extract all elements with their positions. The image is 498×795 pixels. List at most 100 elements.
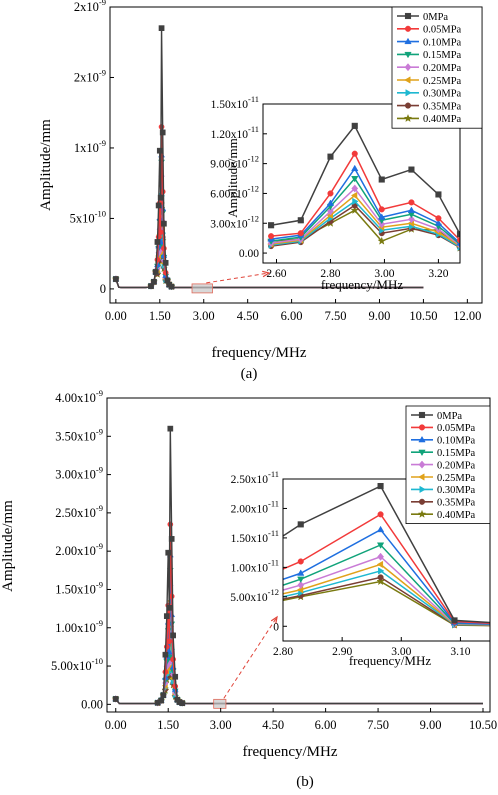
chart-b-legend-label: 0.25MPa xyxy=(437,473,476,484)
chart-a-legend-marker xyxy=(404,12,412,20)
chart-b-inset-point xyxy=(376,542,385,549)
chart-a-inset-point xyxy=(378,213,386,220)
chart-b-legend-marker xyxy=(418,449,426,457)
chart-a-ylabel: Amplitude/mm xyxy=(38,119,54,211)
chart-b-xlabel: frequency/MHz xyxy=(243,744,338,760)
chart-a-legend-label: 0MPa xyxy=(423,12,448,23)
chart-b-ytick-label: 0.00 xyxy=(81,697,103,711)
chart-a-inset-point xyxy=(326,199,335,206)
chart-b-inset-point xyxy=(489,622,490,625)
chart-b-point xyxy=(158,697,165,704)
chart-b-xtick-label: 9.00 xyxy=(420,718,442,732)
chart-a-zoom-box xyxy=(191,283,213,294)
chart-a-legend-label: 0.10MPa xyxy=(423,37,462,48)
chart-a-point xyxy=(155,234,162,240)
chart-b-ytick-label: 2.00x10-9 xyxy=(55,541,103,558)
chart-a-legend-label: 0.20MPa xyxy=(423,63,462,74)
chart-a-inset-xtick-label: 2.80 xyxy=(320,268,340,280)
chart-a-inset-point xyxy=(297,230,304,237)
chart-a-xtick-label: 12.00 xyxy=(453,309,481,323)
chart-a-ytick-label: 0 xyxy=(100,282,106,296)
chart-a-inset-point xyxy=(351,184,359,193)
chart-a-inset-xtick-label: 3.00 xyxy=(374,268,394,280)
chart-a-ytick-label: 2x10-9 xyxy=(74,0,106,14)
chart-a-inset-series-line xyxy=(271,152,460,241)
chart-a-inset-point xyxy=(268,222,275,229)
chart-a-inset-point xyxy=(327,207,334,216)
chart-b-xtick-label: 7.50 xyxy=(367,718,389,732)
chart-b-point xyxy=(162,651,169,658)
chart-b-point xyxy=(166,638,173,645)
chart-a-legend-label: 0.35MPa xyxy=(423,101,462,112)
chart-b-inset-point xyxy=(489,625,490,627)
chart-a-xtick-label: 6.00 xyxy=(281,309,303,323)
chart-a-xlabel: frequency/MHz xyxy=(212,345,307,361)
chart-a-point xyxy=(155,202,162,209)
panel-b-label: (b) xyxy=(296,774,314,790)
chart-b-ytick-label: 1.50x10-9 xyxy=(55,579,103,596)
chart-a-inset-point xyxy=(297,217,304,224)
chart-a-point xyxy=(113,276,119,282)
chart-a-legend-marker xyxy=(404,102,412,109)
chart-b-inset-ytick-label: 0 xyxy=(273,621,279,633)
chart-a-legend-label: 0.05MPa xyxy=(423,25,462,36)
chart-b-zoom-box xyxy=(213,698,227,709)
chart-b-legend-marker xyxy=(419,485,426,494)
chart-a-inset-series-line xyxy=(271,187,460,246)
chart-a-legend-marker xyxy=(404,25,412,32)
chart-a-inset-ylabel: Amplitude/mm xyxy=(225,138,240,217)
chart-a-inset-point xyxy=(351,150,358,157)
chart-b-inset-point xyxy=(377,574,384,581)
chart-b-xtick-label: 4.50 xyxy=(262,718,284,732)
chart-a-inset-series-line xyxy=(271,177,460,245)
chart-b-inset-frame xyxy=(282,478,491,642)
chart-a-point xyxy=(154,239,161,245)
chart-a-inset-point xyxy=(377,236,387,245)
chart-a-legend-label: 0.15MPa xyxy=(423,50,462,61)
chart-b-point xyxy=(172,673,179,680)
chart-a-xtick-label: 4.50 xyxy=(237,309,259,323)
chart-a-ytick-label: 2x10-9 xyxy=(74,67,106,84)
chart-a-legend-marker xyxy=(404,37,412,45)
chart-a-xtick-label: 9.00 xyxy=(369,309,391,323)
chart-a-legend-label: 0.25MPa xyxy=(423,76,462,87)
chart-a-inset-point xyxy=(351,164,359,172)
chart-a-xtick-label: 1.50 xyxy=(149,309,171,323)
chart-a-legend-marker xyxy=(404,63,412,72)
chart-a-legend-label: 0.30MPa xyxy=(423,89,462,100)
chart-b-inset-point xyxy=(297,581,305,590)
chart-a-inset-point xyxy=(434,219,443,226)
chart-b-point xyxy=(163,613,170,619)
chart-b-legend-marker xyxy=(418,460,426,469)
chart-b-inset-point xyxy=(378,567,385,575)
chart-a-inset-xlabel: frequency/MHz xyxy=(321,277,404,292)
chart-b-legend-marker xyxy=(418,411,426,419)
chart-a-inset-point xyxy=(435,191,442,198)
chart-a-xtick-label: 10.50 xyxy=(409,309,437,323)
chart-a-inset-ytick-label: 0.00 xyxy=(239,248,259,260)
chart-b-inset-point xyxy=(283,569,284,572)
chart-b-inset-xtick-label: 2.90 xyxy=(332,646,352,658)
chart-a-inset-ytick-label: 1.50x10-11 xyxy=(211,94,259,111)
chart-b-inset-point xyxy=(489,623,490,626)
chart-b-ytick-label: 1.00x10-9 xyxy=(55,618,103,635)
chart-b-inset-point xyxy=(297,521,304,528)
chart-b-inset-point xyxy=(283,599,284,601)
chart-a-point xyxy=(162,259,169,266)
chart-b-inset-xlabel: frequency/MHz xyxy=(349,653,432,668)
chart-b-legend-label: 0.40MPa xyxy=(437,510,476,521)
chart-b-inset-ytick-label: 2.50x10-11 xyxy=(231,469,279,486)
chart-a-inset-series-line xyxy=(271,194,460,247)
chart-b-legend-marker xyxy=(418,473,425,481)
chart-b-point xyxy=(167,425,174,432)
chart-a-point xyxy=(159,129,166,136)
chart-a-inset-point xyxy=(378,206,385,213)
chart-b-xtick-label: 10.50 xyxy=(469,718,497,732)
chart-b-legend-marker xyxy=(417,509,427,518)
chart-b-legend-marker xyxy=(418,498,426,505)
chart-b-legend: 0MPa0.05MPa0.10MPa0.15MPa0.20MPa0.25MPa0… xyxy=(405,405,491,524)
chart-b-point xyxy=(165,549,172,556)
chart-a-inset-point xyxy=(352,197,359,206)
